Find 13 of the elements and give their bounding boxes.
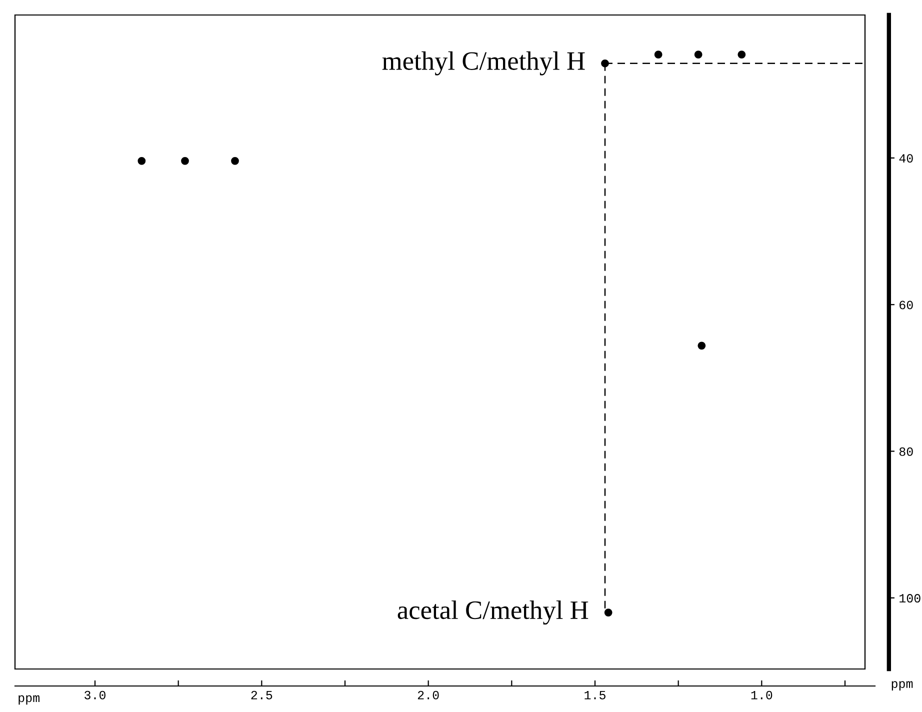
y-tick-label: 60 (900, 300, 913, 310)
x-tick-label: 1.0 (751, 690, 772, 700)
y-tick-label: 80 (899, 447, 913, 456)
annotation: methyl C/methyl H (382, 51, 585, 76)
x-tick-label: 3.0 (84, 690, 106, 700)
x-tick-label: 2.0 (418, 690, 439, 700)
y-tick-label: 40 (899, 154, 913, 163)
y2-axis-title: ppm (892, 681, 913, 690)
x-tick-label: 1.5 (584, 690, 606, 700)
x-axis-title: ppm (18, 695, 40, 705)
y-tick-label: 100 (900, 594, 920, 603)
x-tick-label: 2.5 (251, 690, 272, 700)
annotation: acetal C/methyl H (398, 600, 588, 625)
